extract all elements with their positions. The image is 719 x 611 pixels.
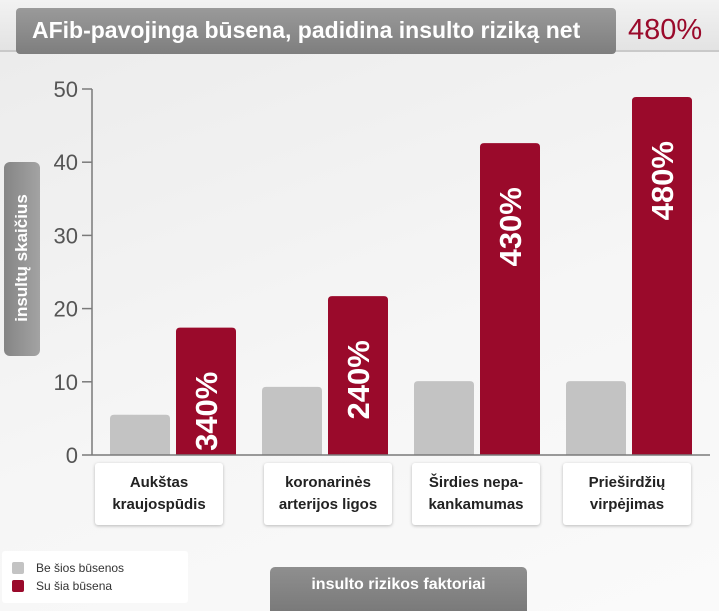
bar-value-label: 480% <box>645 141 680 220</box>
x-axis-label-tab: insulto rizikos faktoriai <box>270 567 527 611</box>
y-axis-label-tab <box>4 162 40 356</box>
legend: Be šios būsenos Su šia būsena <box>2 551 188 603</box>
category-label-coronary-disease: koronarinės arterijos ligos <box>264 463 392 525</box>
y-tick-label: 20 <box>54 297 78 322</box>
bar-with-2 <box>480 143 540 455</box>
bar-without-1 <box>262 386 322 455</box>
title-box <box>16 8 616 54</box>
bar-value-label: 240% <box>341 340 376 419</box>
bar-with-0 <box>176 327 236 455</box>
y-tick-label: 50 <box>54 77 78 102</box>
bar-value-label: 430% <box>493 187 528 266</box>
title-bar: AFib-pavojinga būsena, padidina insulto … <box>0 0 719 54</box>
title-highlight-value: 480% <box>628 14 703 46</box>
legend-swatch-without <box>12 562 24 574</box>
y-tick-label: 10 <box>54 370 78 395</box>
legend-swatch-with <box>12 580 24 592</box>
category-label-heart-failure: Širdies nepa- kankamumas <box>412 463 540 525</box>
bar-without-2 <box>414 381 474 455</box>
x-axis-label: insulto rizikos faktoriai <box>311 576 486 593</box>
legend-label-without: Be šios būsenos <box>36 561 125 575</box>
y-tick-label: 40 <box>54 150 78 175</box>
legend-item-with: Su šia būsena <box>12 577 112 595</box>
y-tick-label: 30 <box>54 223 78 248</box>
category-label-high-blood-pressure: Aukštas kraujospūdis <box>95 463 223 525</box>
chart-title: AFib-pavojinga būsena, padidina insulto … <box>32 17 581 43</box>
bar-with-1 <box>328 296 388 455</box>
legend-item-without: Be šios būsenos <box>12 559 124 577</box>
bar-with-3 <box>632 97 692 455</box>
bar-without-3 <box>566 381 626 455</box>
y-tick-label: 0 <box>66 443 78 468</box>
bar-value-label: 340% <box>189 372 224 451</box>
category-label-atrial-fibrillation: Prieširdžių virpėjimas <box>563 463 691 525</box>
legend-label-with: Su šia būsena <box>36 579 113 593</box>
bar-without-0 <box>110 414 170 455</box>
